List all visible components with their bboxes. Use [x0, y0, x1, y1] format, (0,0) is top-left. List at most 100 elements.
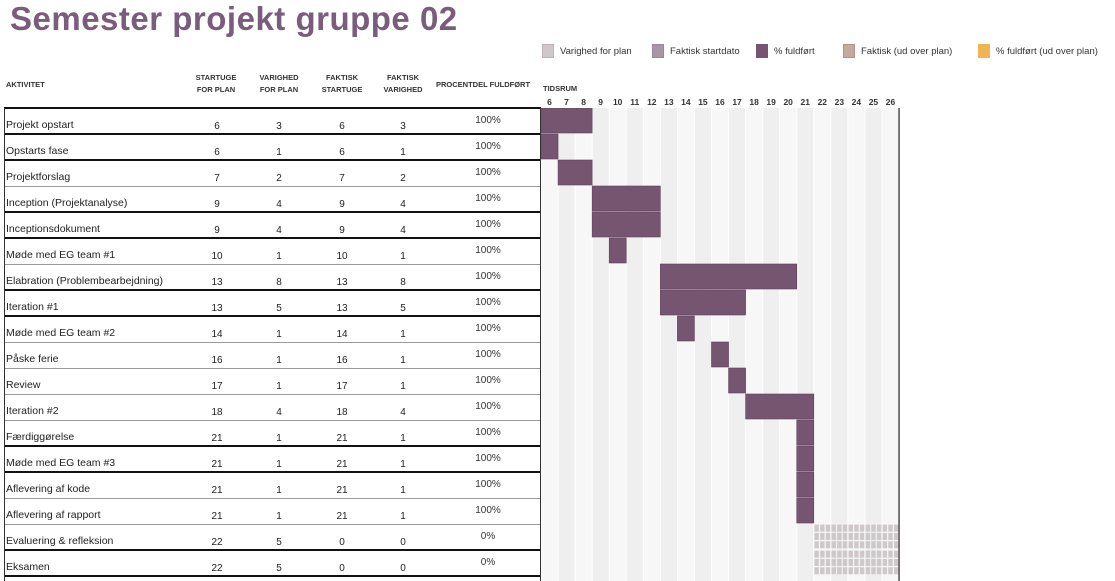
task-name: Inception (Projektanalyse)	[6, 197, 128, 209]
gantt-plan-cell	[831, 524, 836, 532]
gantt-plan-cell	[859, 558, 865, 566]
task-name: Møde med EG team #1	[6, 249, 116, 261]
plan-duration: 3	[276, 121, 282, 132]
gantt-plan-cell	[820, 567, 825, 575]
gantt-plan-cell	[831, 558, 836, 566]
gantt-bar	[591, 211, 661, 238]
period-label: 19	[766, 97, 776, 107]
task-name: Projekt opstart	[6, 119, 74, 131]
gantt-column	[626, 108, 644, 581]
gantt-plan-cell	[865, 558, 871, 566]
actual-start: 7	[339, 173, 345, 184]
row-divider	[4, 524, 541, 525]
gantt-plan-cell	[820, 524, 825, 532]
header-startuge: STARTUGE FOR PLAN	[186, 72, 246, 96]
gantt-column	[660, 108, 678, 581]
gantt-plan-cell	[888, 532, 893, 540]
gantt-plan-cell	[876, 524, 882, 532]
gantt-plan-cell	[865, 567, 871, 575]
table-row: Møde med EG team #2 14 1 14 1 100%	[0, 316, 541, 342]
table-left-border	[4, 108, 5, 581]
gantt-plan-cell	[831, 550, 836, 558]
row-divider	[4, 368, 541, 369]
gantt-plan-cell	[854, 524, 859, 532]
row-divider	[4, 498, 541, 499]
period-label: 16	[715, 97, 725, 107]
gantt-plan-cell	[820, 558, 825, 566]
table-row: Projektforslag 7 2 7 2 100%	[0, 160, 541, 186]
task-name: Projektforslag	[6, 171, 71, 183]
gantt-plan-cell	[882, 541, 888, 549]
gantt-plan-cell	[865, 524, 871, 532]
gantt-plan-cell	[825, 541, 831, 549]
plan-start: 22	[211, 537, 223, 548]
table-row: Møde med EG team #1 10 1 10 1 100%	[0, 238, 541, 264]
plan-start: 6	[214, 121, 220, 132]
header-varighed-line2: FOR PLAN	[259, 85, 299, 94]
gantt-column	[779, 108, 797, 581]
gantt-plan-cell	[871, 558, 876, 566]
gantt-column	[864, 108, 882, 581]
row-divider	[4, 159, 541, 161]
plan-start: 14	[211, 329, 223, 340]
legend-swatch-pct	[756, 44, 768, 58]
plan-start: 9	[214, 225, 220, 236]
header-faktisk-varighed-line2: VARIGHED	[383, 85, 423, 94]
period-label: 26	[885, 97, 896, 107]
plan-duration: 4	[276, 199, 282, 210]
actual-duration: 3	[400, 121, 406, 132]
actual-start: 21	[336, 459, 348, 470]
table-row: Evaluering & refleksion 22 5 0 0 0%	[0, 524, 541, 550]
task-name: Aflevering af rapport	[6, 509, 101, 521]
actual-start: 6	[339, 121, 345, 132]
gantt-plan-cell	[854, 532, 859, 540]
gantt-plan-cell	[814, 524, 819, 532]
gantt-plan-cell	[888, 567, 893, 575]
legend-swatch-pctbeyond	[978, 44, 990, 58]
actual-start: 0	[339, 563, 345, 574]
gantt-plan-cell	[814, 558, 819, 566]
gantt-plan-cell	[854, 558, 859, 566]
gantt-plan-cell	[842, 541, 848, 549]
gantt-bar	[557, 159, 593, 186]
gantt-plan-cell	[865, 541, 871, 549]
percent-complete: 0%	[480, 531, 496, 542]
plan-start: 21	[211, 433, 223, 444]
gantt-plan-cell	[888, 541, 893, 549]
legend-label: Varighed for plan	[560, 45, 632, 57]
gantt-column	[643, 108, 661, 581]
task-name: Elabration (Problembearbejdning)	[6, 275, 164, 287]
table-row: Eksamen 22 5 0 0 0%	[0, 550, 541, 576]
row-divider	[4, 575, 541, 577]
table-row: Opstarts fase 6 1 6 1 100%	[0, 134, 541, 160]
actual-duration: 1	[400, 329, 406, 340]
percent-complete: 100%	[475, 349, 501, 360]
task-name: Opstarts fase	[6, 145, 69, 157]
gantt-column	[694, 108, 712, 581]
gantt-plan-cell	[842, 550, 848, 558]
task-name: Evaluering & refleksion	[6, 535, 114, 547]
percent-complete: 100%	[475, 115, 501, 126]
plan-start: 9	[214, 199, 220, 210]
gantt-plan-cell	[825, 558, 831, 566]
plan-duration: 5	[276, 537, 282, 548]
plan-duration: 1	[276, 485, 282, 496]
percent-complete: 100%	[475, 167, 501, 178]
period-label: 7	[564, 97, 569, 107]
gantt-plan-cell	[825, 532, 831, 540]
gantt-bar	[677, 315, 695, 342]
header-faktisk-varighed-line1: FAKTISK	[386, 73, 420, 82]
gantt-bar	[660, 263, 798, 290]
gantt-plan-cell	[825, 524, 831, 532]
table-row: Aflevering af rapport 21 1 21 1 100%	[0, 498, 541, 524]
header-procent: PROCENTDEL FULDFØRT	[436, 80, 531, 89]
header-faktisk-startuge-line2: STARTUGE	[321, 85, 363, 94]
gantt-plan-cell	[865, 550, 871, 558]
gantt-plan-cell	[876, 541, 882, 549]
gantt-plan-cell	[814, 567, 819, 575]
actual-duration: 2	[400, 173, 406, 184]
gantt-plan-cell	[848, 524, 853, 532]
plan-start: 18	[211, 407, 223, 418]
gantt-plan-cell	[893, 558, 899, 566]
actual-duration: 1	[400, 433, 406, 444]
